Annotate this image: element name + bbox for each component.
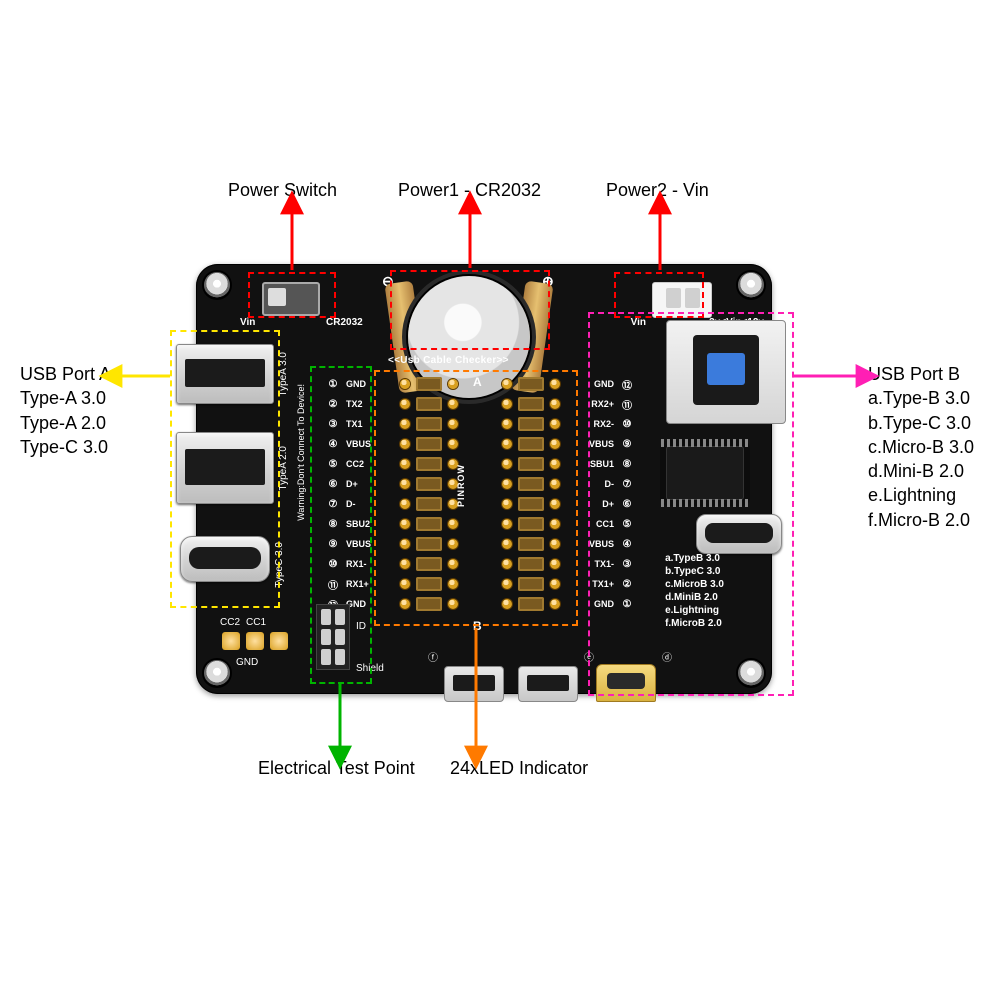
usb-port-a-block: USB Port A Type-A 3.0 Type-A 2.0 Type-C … (20, 362, 111, 459)
mark-f-silk: ⓕ (428, 653, 438, 665)
warning-silk: Warning:Don't Connect To Device! (296, 384, 306, 521)
power1-label: Power1 - CR2032 (398, 178, 541, 202)
cr2032-silk: CR2032 (326, 318, 363, 328)
lightning-port[interactable] (518, 666, 578, 702)
test-point-label: Electrical Test Point (258, 756, 415, 780)
power2-label: Power2 - Vin (606, 178, 709, 202)
usb-port-a-line: Type-A 3.0 (20, 386, 111, 410)
power-switch-label: Power Switch (228, 178, 337, 202)
usb-port-b-title: USB Port B (868, 362, 974, 386)
usb-port-a-title: USB Port A (20, 362, 111, 386)
power-switch-box (248, 272, 336, 318)
board-title-silk: <<Usb Cable Checker>> (388, 356, 509, 366)
usb-port-b-block: USB Port B a.Type-B 3.0 b.Type-C 3.0 c.M… (868, 362, 974, 532)
usb-port-a-line: Type-A 2.0 (20, 411, 111, 435)
usb-port-b-line: a.Type-B 3.0 (868, 386, 974, 410)
usb-b-box (588, 312, 794, 696)
cc2-silk: CC2 (220, 617, 240, 629)
usb-port-b-line: c.Micro-B 3.0 (868, 435, 974, 459)
led-box (374, 370, 578, 626)
mount-hole-icon (204, 272, 230, 298)
usb-port-b-line: e.Lightning (868, 483, 974, 507)
usb-port-a-line: Type-C 3.0 (20, 435, 111, 459)
cc1-silk: CC1 (246, 617, 266, 629)
testpoint-box (310, 366, 372, 684)
mount-hole-icon (738, 272, 764, 298)
vin-silk: Vin (240, 318, 255, 328)
gnd-silk: GND (236, 657, 258, 669)
usb-port-b-line: d.Mini-B 2.0 (868, 459, 974, 483)
usb-port-b-line: b.Type-C 3.0 (868, 411, 974, 435)
mount-hole-icon (204, 660, 230, 686)
micro-b-port[interactable] (444, 666, 504, 702)
power1-box (390, 270, 550, 350)
usb-a-box (170, 330, 280, 608)
led-indicator-label: 24xLED Indicator (450, 756, 588, 780)
usb-port-b-line: f.Micro-B 2.0 (868, 508, 974, 532)
cc-pads (222, 632, 288, 650)
